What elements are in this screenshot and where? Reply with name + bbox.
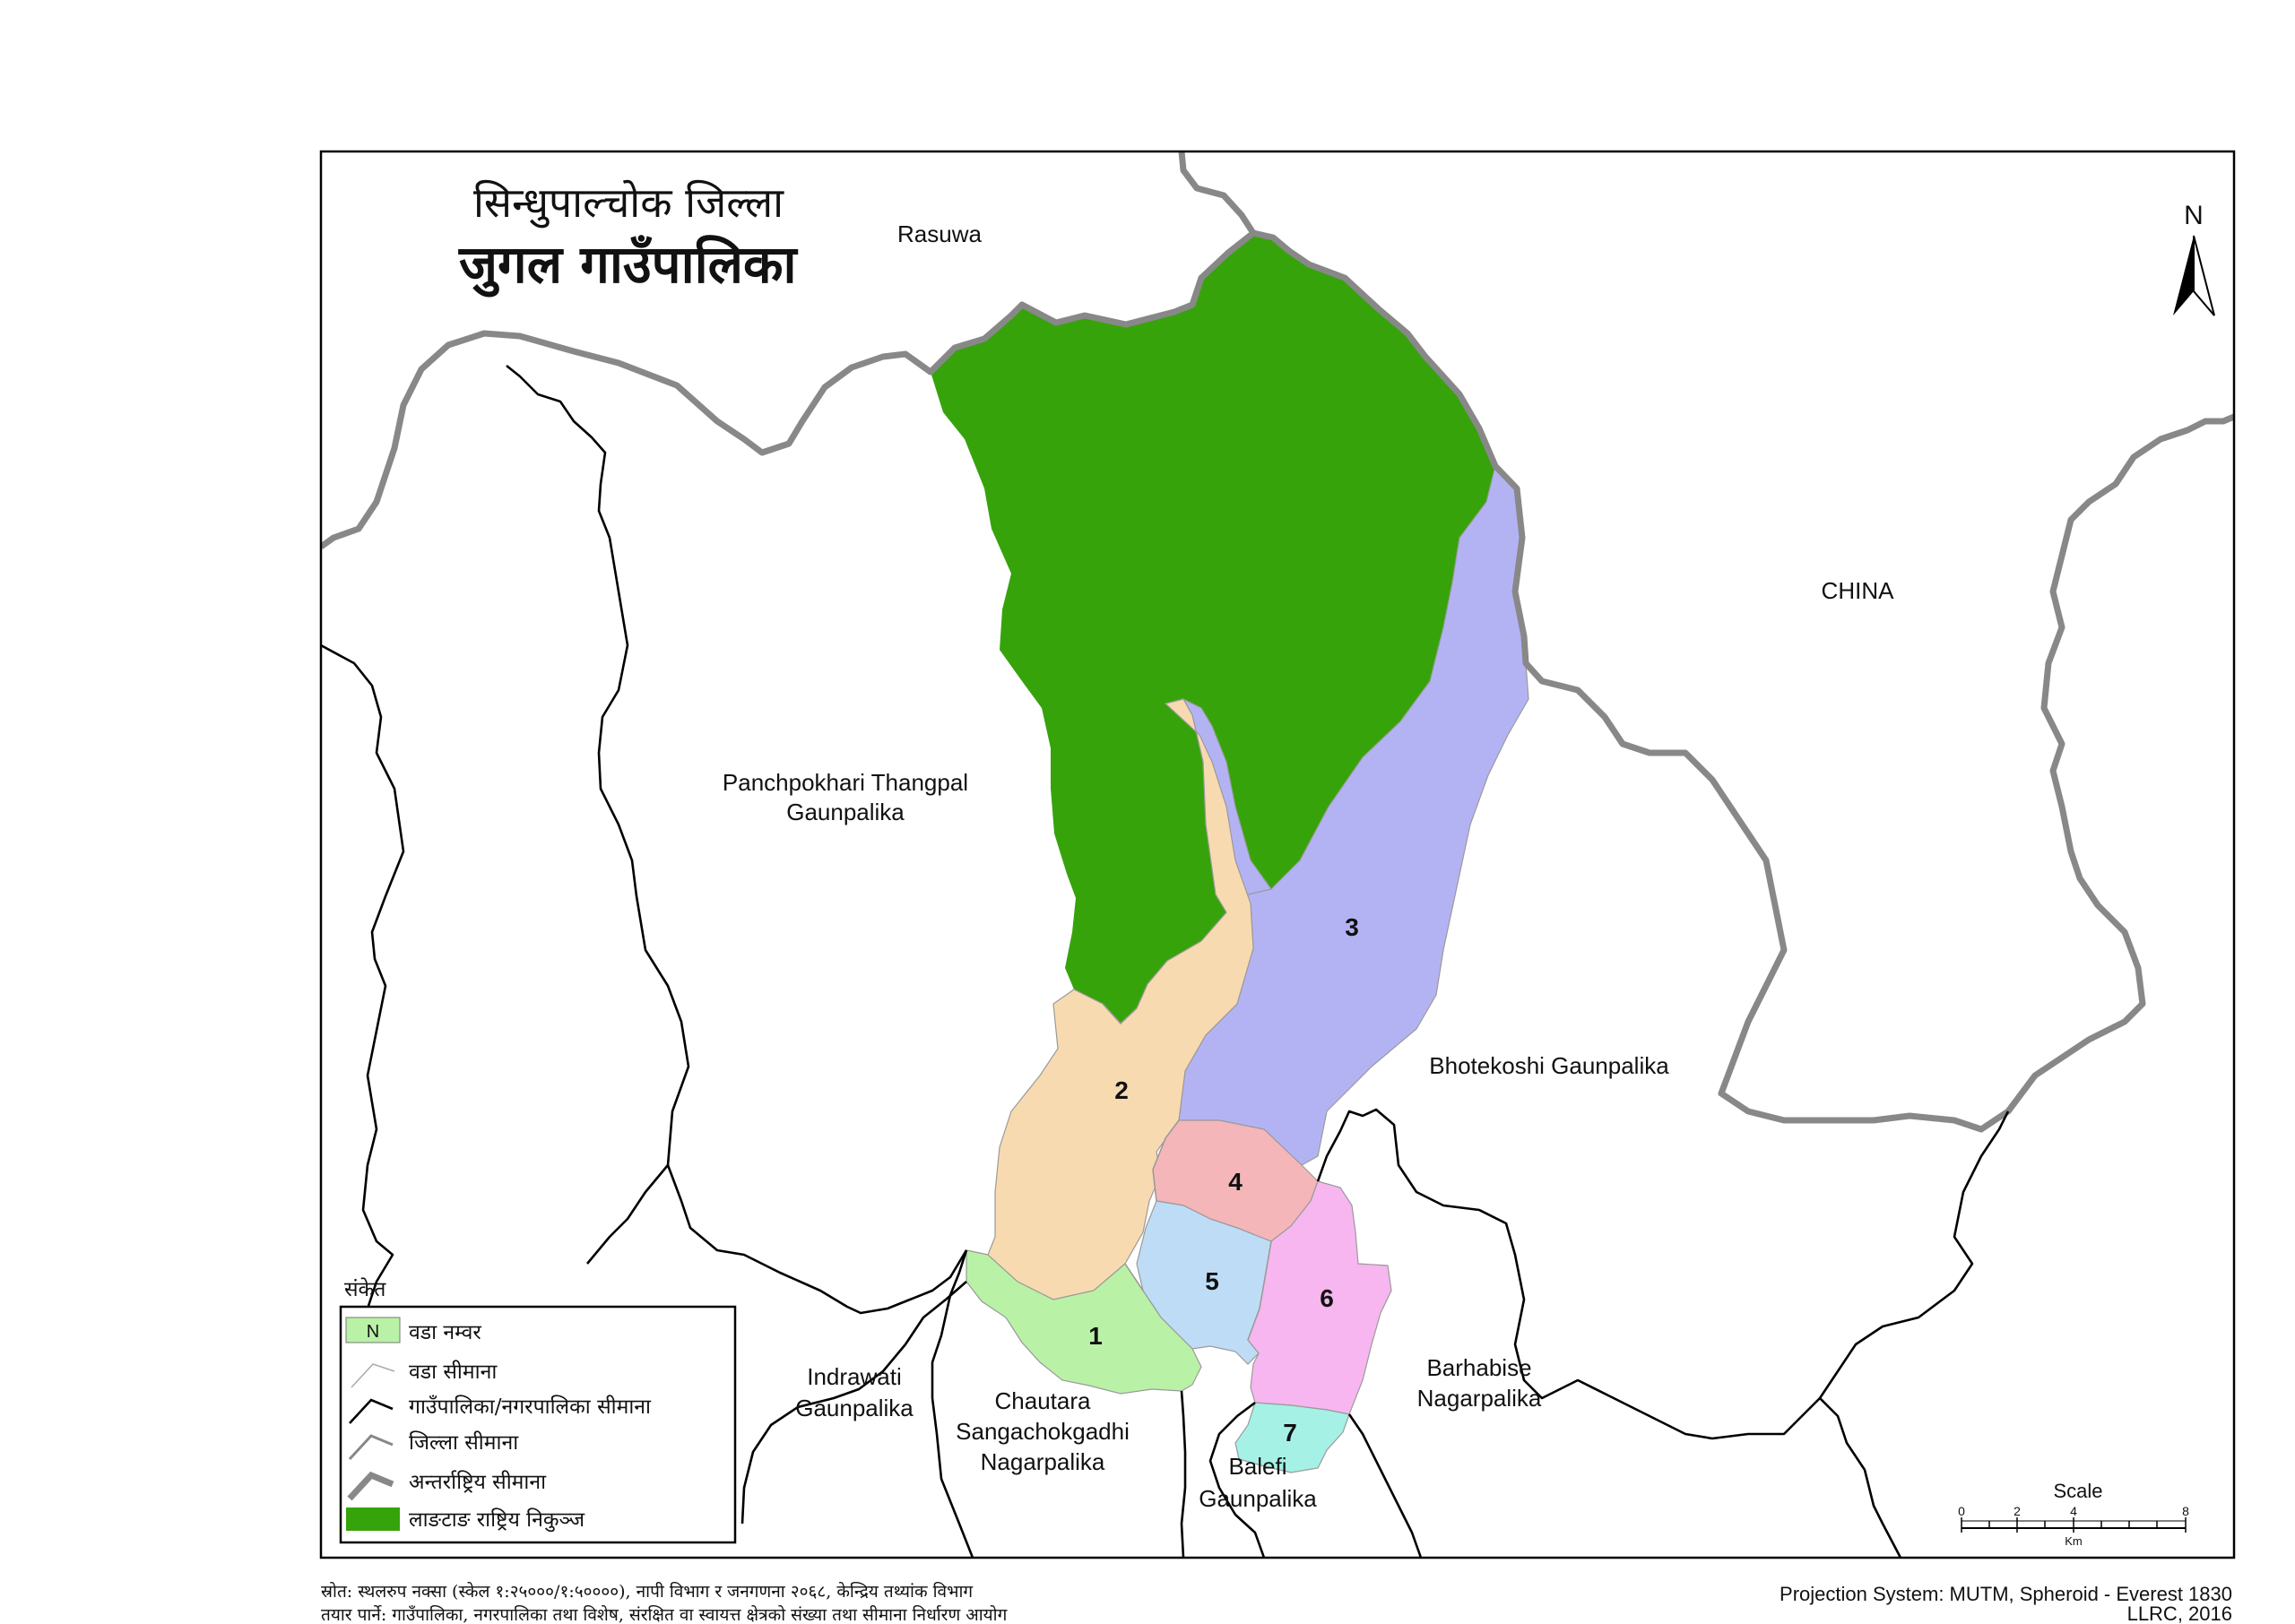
footer-projection: Projection System: MUTM, Spheroid - Ever… (1780, 1583, 2232, 1605)
scale-tick-0: 0 (1958, 1504, 1965, 1518)
label-balefi-1: Balefi (1228, 1453, 1286, 1480)
scale-title: Scale (2053, 1480, 2102, 1502)
legend-ward-number-swatch-label: N (367, 1322, 379, 1342)
legend-municipal-boundary-label: गाउँपालिका/नगरपालिका सीमाना (409, 1395, 652, 1419)
national-park-area (931, 233, 1495, 1024)
ward-number-4: 4 (1228, 1168, 1243, 1196)
ward-number-6: 6 (1320, 1284, 1334, 1312)
title-line-1: सिन्धुपाल्चोक जिल्ला (473, 178, 784, 229)
ward-number-3: 3 (1345, 913, 1359, 941)
legend-ward-number-swatch (345, 1317, 401, 1343)
label-china: CHINA (1822, 577, 1895, 604)
label-chautara-2: Sangachokgadhi (956, 1418, 1130, 1445)
ward-number-1: 1 (1088, 1322, 1103, 1350)
label-panchpokhari-2: Gaunpalika (786, 799, 905, 825)
label-chautara-3: Nagarpalika (981, 1448, 1105, 1475)
label-balefi-2: Gaunpalika (1199, 1485, 1317, 1512)
ward-number-5: 5 (1205, 1267, 1219, 1295)
map-frame (319, 150, 2236, 1559)
label-indrawati-2: Gaunpalika (795, 1395, 914, 1421)
label-chautara-1: Chautara (995, 1387, 1091, 1414)
scale-tick-2: 2 (2014, 1504, 2021, 1518)
scale-bar: Scale 0 2 4 8 Km (1958, 1480, 2189, 1548)
ward-number-7: 7 (1283, 1419, 1297, 1447)
scale-unit: Km (2065, 1534, 2083, 1548)
label-barhabise-1: Barhabise (1426, 1354, 1531, 1381)
footer-source: स्रोत: स्थलरुप नक्सा (स्केल १:२५०००/१:५०… (321, 1581, 973, 1602)
legend-ward-boundary-symbol (351, 1363, 395, 1388)
scale-tick-8: 8 (2182, 1504, 2189, 1518)
municipal-boundaries (321, 364, 2010, 1558)
ward-boundaries (1102, 1003, 1272, 1341)
title-line-2: जुगल गाउँपालिका (458, 234, 799, 298)
scale-tick-4: 4 (2070, 1504, 2077, 1518)
legend-district-boundary-label: जिल्ला सीमाना (409, 1430, 519, 1455)
north-arrow: N (2173, 201, 2215, 316)
legend-national-park-label: लाङटाङ राष्ट्रिय निकुञ्ज (409, 1507, 585, 1533)
ward-7-area (1234, 1402, 1350, 1473)
legend-heading: संकेत (344, 1277, 386, 1301)
legend-ward-boundary-label: वडा सीमाना (409, 1360, 498, 1384)
footer-prepared: तयार पार्ने: गाउँपालिका, नगरपालिका तथा व… (321, 1604, 1008, 1624)
label-rasuwa: Rasuwa (897, 220, 982, 247)
legend-municipal-boundary-symbol (349, 1398, 394, 1424)
label-panchpokhari-1: Panchpokhari Thangpal (723, 769, 968, 796)
legend-ward-number-label: वडा नम्वर (409, 1321, 481, 1344)
north-arrow-icon (2173, 236, 2194, 315)
ward-1-area (966, 1249, 1202, 1395)
label-bhotekoshi: Bhotekoshi Gaunpalika (1429, 1052, 1669, 1079)
label-indrawati-1: Indrawati (807, 1363, 902, 1390)
ward-number-2: 2 (1114, 1076, 1129, 1104)
footer-credit: LLRC, 2016 (2127, 1602, 2232, 1624)
district-boundary (321, 151, 2234, 1133)
north-label: N (2184, 201, 2204, 230)
legend: संकेत N वडा नम्वर वडा सीमाना गाउँपालिका/… (339, 1277, 737, 1544)
label-barhabise-2: Nagarpalika (1417, 1385, 1542, 1412)
legend-international-boundary-symbol (347, 1471, 394, 1501)
legend-national-park-swatch (346, 1507, 400, 1531)
legend-box (339, 1305, 737, 1544)
legend-district-boundary-symbol (348, 1434, 394, 1461)
legend-international-boundary-label: अन्तर्राष्ट्रिय सीमाना (409, 1470, 547, 1494)
